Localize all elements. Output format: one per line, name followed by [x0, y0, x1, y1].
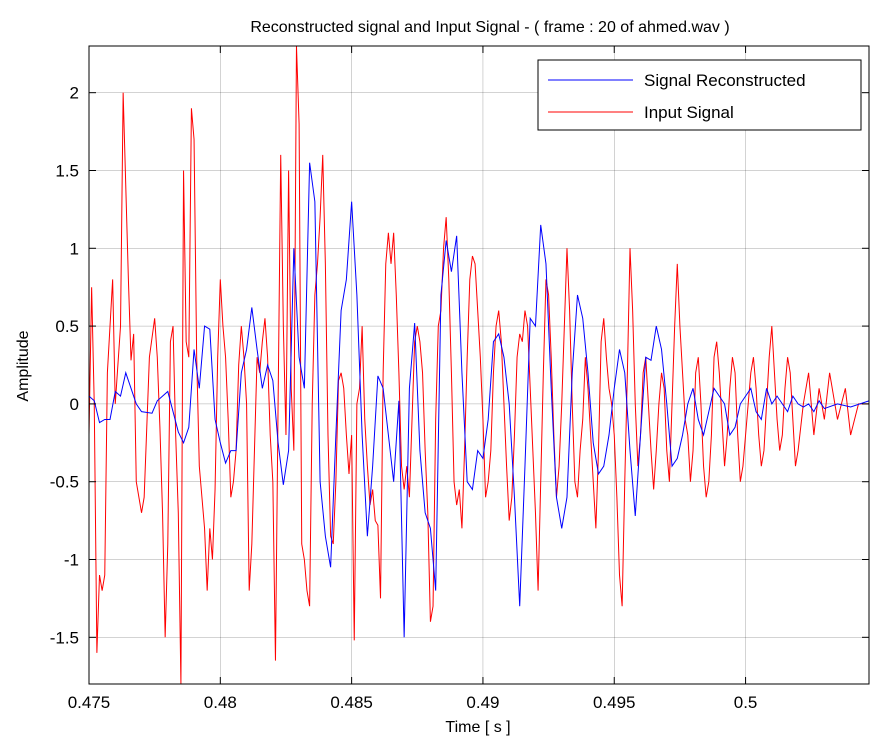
- y-tick-label: 0: [70, 395, 79, 414]
- x-tick-label: 0.48: [204, 693, 237, 712]
- y-tick-label: -1: [64, 551, 79, 570]
- legend: Signal Reconstructed Input Signal: [537, 59, 862, 131]
- x-tick-label: 0.49: [466, 693, 499, 712]
- y-tick-label: 1.5: [55, 161, 79, 180]
- legend-label-reconstructed: Signal Reconstructed: [644, 71, 806, 90]
- x-tick-label: 0.495: [593, 693, 636, 712]
- axes-box: [88, 45, 870, 685]
- plot-area: [89, 46, 869, 684]
- x-tick-label: 0.485: [330, 693, 373, 712]
- y-axis-label: Amplitude: [15, 330, 32, 401]
- x-axis-label: Time [ s ]: [445, 719, 510, 736]
- tick-group: 0.475 0.48 0.485 0.49 0.495 0.5 -1.5 -1 -0.5 0 0.5…: [50, 46, 869, 712]
- y-tick-label: 1: [70, 239, 79, 258]
- y-tick-label: -1.5: [50, 628, 79, 647]
- legend-box: [537, 59, 862, 131]
- series-line-input: [89, 46, 869, 684]
- series-group: [89, 46, 869, 684]
- chart-title: Reconstructed signal and Input Signal - …: [250, 19, 729, 36]
- x-tick-label: 0.5: [734, 693, 758, 712]
- y-tick-label: 0.5: [55, 317, 79, 336]
- x-tick-label: 0.475: [68, 693, 111, 712]
- legend-label-input: Input Signal: [644, 103, 734, 122]
- y-tick-label: -0.5: [50, 473, 79, 492]
- y-tick-label: 2: [70, 84, 79, 103]
- series-line-reconstructed: [89, 162, 869, 638]
